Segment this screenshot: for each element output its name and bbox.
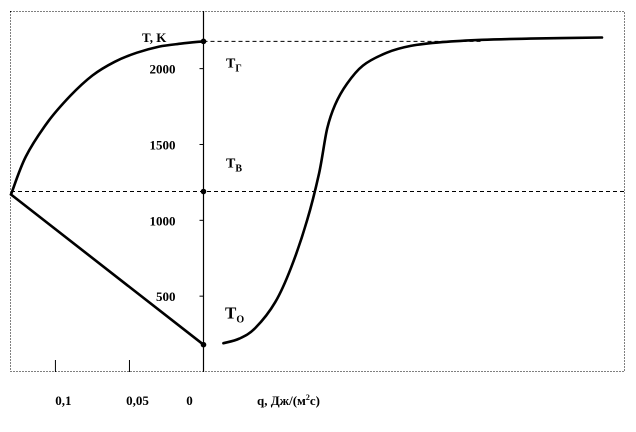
marker-tg: [200, 38, 207, 45]
x-axis-title-main: q, Дж/(м: [257, 393, 306, 408]
marker-tv: [200, 188, 207, 195]
x-axis-title-sup: 2: [306, 393, 310, 402]
right-curve: [222, 36, 604, 345]
annotation-tg: TГ: [226, 56, 242, 74]
x-tick-label: 0,1: [55, 393, 71, 408]
marker-group: [200, 38, 207, 348]
y-tick-label: 1000: [150, 213, 176, 228]
annotation-to-main: T: [225, 304, 237, 323]
x-tick-label: 0: [186, 393, 193, 408]
y-tick-label: 2000: [150, 62, 176, 77]
annotation-to-sub: O: [236, 315, 244, 326]
annotation-tg-main: T: [226, 56, 236, 71]
annotation-tv-sub: B: [235, 164, 242, 175]
plot-frame: [10, 11, 625, 372]
x-axis-title-end: с): [310, 393, 320, 408]
marker-to: [200, 341, 207, 348]
y-tick-label: 500: [156, 289, 176, 304]
x-tick-label: 0,05: [126, 393, 149, 408]
x-tick-group: 0,1 0,05 0: [54, 360, 193, 408]
y-tick-label: 1500: [150, 137, 176, 152]
annotation-tg-sub: Г: [235, 63, 241, 74]
annotation-tv: TB: [226, 157, 242, 175]
y-tick-group: 500 1000 1500 2000: [150, 62, 204, 304]
annotation-tv-main: T: [226, 157, 236, 172]
left-lower-line: [9, 193, 205, 346]
annotation-to: TO: [225, 304, 244, 326]
y-axis-title: T, K: [142, 30, 167, 45]
left-upper-curve: [9, 40, 205, 196]
x-axis-title: q, Дж/(м2с): [257, 393, 320, 408]
